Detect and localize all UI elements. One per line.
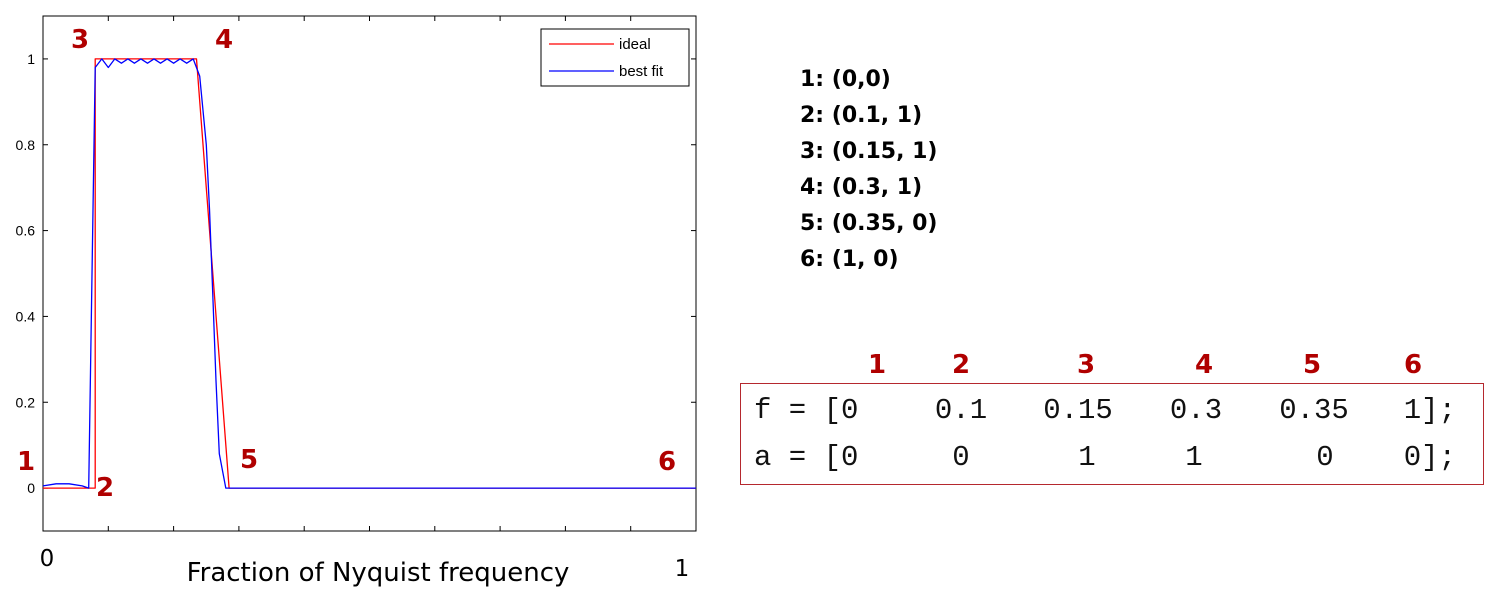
f-vector-value: 0.1 [934,394,988,427]
y-tick-label: 0 [27,480,35,496]
plot-point-label: 5 [240,445,258,475]
vector-column-number: 6 [1403,350,1423,380]
plot-point-label: 6 [658,447,676,477]
coordinate-item: 4: (0.3, 1) [800,175,923,200]
f-vector-value: 1]; [1403,394,1456,427]
y-tick-label: 0.2 [16,394,36,410]
f-vector-value: 0.15 [1043,394,1113,427]
coordinate-item: 6: (1, 0) [800,247,899,272]
y-tick-label: 0.8 [16,137,36,153]
a-vector-value: 0]; [1403,441,1456,474]
vector-column-number: 1 [867,350,887,380]
coordinate-item: 3: (0.15, 1) [800,139,938,164]
a-vector-value: 1 [1078,441,1096,474]
series-layer [42,58,696,489]
vector-column-number: 5 [1302,350,1322,380]
legend-label-ideal: ideal [619,36,651,53]
f-vector-value: 0.3 [1169,394,1223,427]
x-tick-label: 0 [40,546,55,572]
x-axis-label: Fraction of Nyquist frequency [187,558,570,588]
legend-label-best-fit: best fit [619,63,664,80]
a-vector-prefix: a = [0 [754,441,859,474]
coordinate-item: 2: (0.1, 1) [800,103,923,128]
plot-point-label: 3 [71,25,89,55]
plot-frame [42,15,697,532]
y-tick-label: 0.6 [16,223,36,239]
legend-box [540,28,690,87]
coordinate-item: 5: (0.35, 0) [800,211,938,236]
a-vector-value: 0 [952,441,970,474]
vector-definition-box [740,383,1484,485]
a-vector-value: 1 [1185,441,1203,474]
x-tick-label: 1 [675,556,690,582]
coordinate-list: 1: (0,0) 2: (0.1, 1) 3: (0.15, 1) 4: (0.… [800,62,937,278]
a-vector-value: 0 [1316,441,1334,474]
y-tick-labels: 0 0.2 0.4 0.6 0.8 1 [16,51,36,496]
chart: 00.20.40.60.81 ideal best fit 1 2 3 4 5 … [16,15,697,588]
coordinate-item: 1: (0,0) [800,67,891,92]
plot-point-label: 2 [96,473,114,503]
axis-ticks [42,16,697,531]
y-tick-label: 0.4 [16,308,36,324]
plot-point-label: 4 [215,25,233,55]
series-line-best-fit [42,58,696,489]
vector-column-number: 3 [1076,350,1096,380]
vector-column-number: 4 [1194,350,1214,380]
f-vector-prefix: f = [0 [754,394,859,427]
series-line-ideal [43,58,696,489]
vector-column-number: 2 [951,350,971,380]
f-vector-value: 0.35 [1279,394,1349,427]
legend: ideal best fit [540,28,690,87]
plot-point-label: 1 [17,447,35,477]
y-tick-label: 1 [27,51,35,67]
